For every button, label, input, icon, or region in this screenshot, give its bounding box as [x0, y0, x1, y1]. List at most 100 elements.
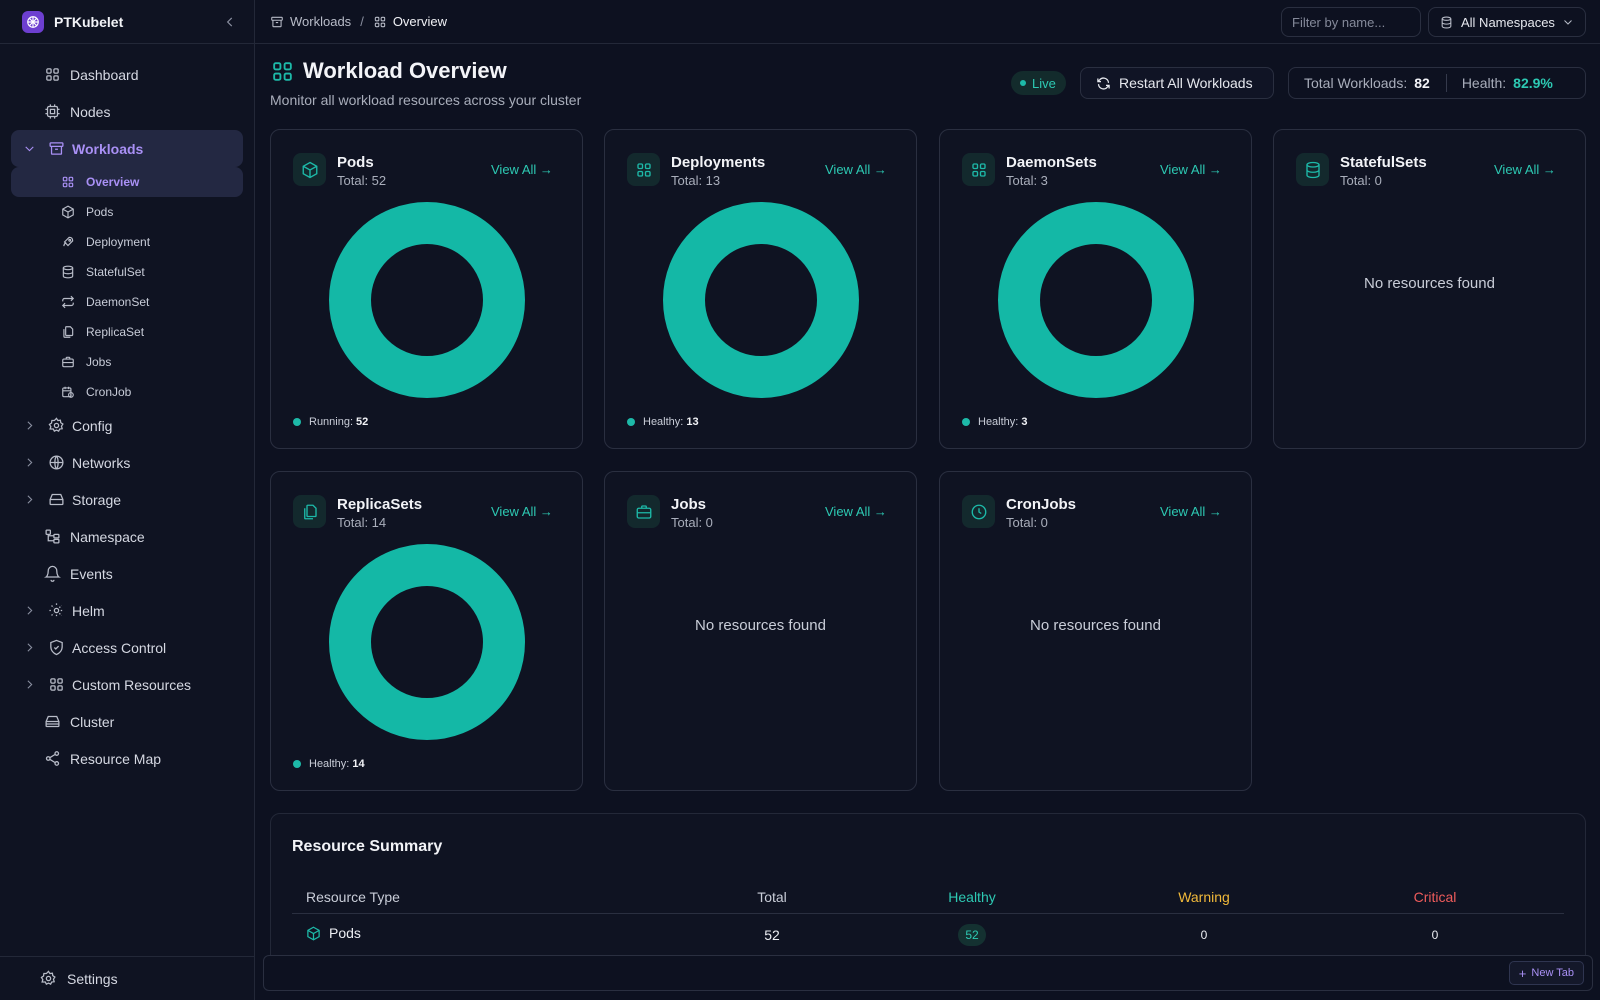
sidebar-subitem-deployment[interactable]: Deployment [11, 227, 243, 257]
column-header-resource-type: Resource Type [306, 889, 400, 905]
sidebar-item-helm[interactable]: Helm [11, 592, 243, 629]
donut-segment-healthy [329, 544, 525, 740]
row-total: 52 [764, 927, 780, 943]
deployments-icon [627, 153, 660, 186]
sidebar-item-label: Helm [72, 603, 105, 619]
overview-icon [62, 176, 74, 188]
sidebar: PTKubelet Dashboard Nodes Workloads Over… [0, 0, 255, 1000]
sidebar-item-access-control[interactable]: Access Control [11, 629, 243, 666]
sidebar-item-resource-map[interactable]: Resource Map [11, 740, 243, 777]
view-all-link[interactable]: View All → [491, 504, 553, 519]
legend-dot-icon [627, 418, 635, 426]
sidebar-item-namespace[interactable]: Namespace [11, 518, 243, 555]
row-type-label: Pods [329, 925, 361, 941]
card-title: Deployments [671, 154, 766, 171]
filter-input[interactable] [1281, 7, 1421, 37]
chevron-right-icon [27, 643, 33, 652]
chevron-right-icon [27, 458, 33, 467]
card-title: Jobs [671, 496, 707, 513]
card-total: Total: 0 [671, 515, 713, 530]
pods-icon [293, 153, 326, 186]
overview-icon [273, 61, 292, 81]
view-all-link[interactable]: View All → [825, 504, 887, 519]
sidebar-item-custom-resources[interactable]: Custom Resources [11, 666, 243, 703]
jobs-icon [62, 356, 74, 368]
legend-label: Healthy: [978, 416, 1019, 428]
top-bar: Workloads / Overview All Namespaces [255, 0, 1600, 44]
sidebar-subitem-cronjob[interactable]: CronJob [11, 377, 243, 407]
storage-icon [49, 493, 64, 506]
sidebar-subitem-replicaset[interactable]: ReplicaSet [11, 317, 243, 347]
sidebar-item-config[interactable]: Config [11, 407, 243, 444]
card-total: Total: 14 [337, 515, 387, 530]
new-tab-label: New Tab [1531, 967, 1574, 979]
sidebar-item-label: Storage [72, 492, 122, 508]
sidebar-subitem-statefulset[interactable]: StatefulSet [11, 257, 243, 287]
sidebar-item-dashboard[interactable]: Dashboard [11, 56, 243, 93]
sidebar-subitem-daemonset[interactable]: DaemonSet [11, 287, 243, 317]
sidebar-item-label: Custom Resources [72, 677, 192, 693]
view-all-link[interactable]: View All → [1494, 162, 1556, 177]
sidebar-item-label: Namespace [70, 529, 145, 545]
sidebar-item-label: Events [70, 566, 113, 582]
sidebar-subitem-pods[interactable]: Pods [11, 197, 243, 227]
sidebar-item-label: Nodes [70, 104, 111, 120]
statefulset-icon [62, 265, 74, 279]
new-tab-button[interactable]: + New Tab [1508, 961, 1584, 985]
sidebar-item-workloads[interactable]: Workloads [11, 130, 243, 167]
card-total: Total: 0 [1340, 173, 1382, 188]
overview-icon [374, 16, 386, 27]
legend-label: Healthy: [309, 758, 350, 770]
view-all-link[interactable]: View All → [1160, 162, 1222, 177]
stats-divider [1445, 74, 1447, 92]
sidebar-item-networks[interactable]: Networks [11, 444, 243, 481]
breadcrumb: Workloads / Overview [270, 14, 447, 29]
status-donut-chart [998, 202, 1194, 398]
sidebar-subitem-label: Pods [86, 205, 114, 219]
pods-card: Pods Total: 52 View All → Running: 52 [270, 129, 583, 449]
app-name: PTKubelet [54, 13, 124, 30]
jobs-icon [627, 495, 660, 528]
restart-all-button[interactable]: Restart All Workloads [1080, 67, 1274, 99]
total-workloads-label: Total Workloads: [1304, 75, 1408, 91]
sidebar-item-events[interactable]: Events [11, 555, 243, 592]
daemonsets-icon [962, 153, 995, 186]
legend-label: Running: [309, 416, 354, 428]
chart-legend: Healthy: 3 [962, 416, 1027, 428]
sidebar-item-nodes[interactable]: Nodes [11, 93, 243, 130]
chevron-down-icon [25, 146, 34, 152]
sidebar-item-label: Access Control [72, 640, 167, 656]
statefulsets-icon [1296, 153, 1329, 186]
breadcrumb-overview: Overview [392, 14, 447, 29]
collapse-sidebar-icon[interactable] [220, 12, 240, 32]
cronjob-icon [62, 386, 74, 398]
legend-dot-icon [962, 418, 970, 426]
chart-legend: Running: 52 [293, 416, 368, 428]
dashboard-icon [46, 68, 59, 81]
view-all-link[interactable]: View All → [1160, 504, 1222, 519]
sidebar-item-storage[interactable]: Storage [11, 481, 243, 518]
plus-icon: + [1518, 965, 1527, 981]
statefulsets-card: StatefulSets Total: 0 View All → No reso… [1273, 129, 1586, 449]
replicasets-card: ReplicaSets Total: 14 View All → Healthy… [270, 471, 583, 791]
pods-icon [62, 205, 74, 219]
workloads-icon [271, 16, 283, 27]
workload-stats: Total Workloads: 82 Health: 82.9% [1288, 67, 1586, 99]
daemonset-icon [61, 295, 75, 309]
sidebar-item-settings[interactable]: Settings [0, 956, 255, 1000]
table-row[interactable]: Pods 52 52 0 0 [292, 914, 1564, 956]
sidebar-nav: Dashboard Nodes Workloads Overview Pods … [0, 44, 254, 777]
card-total: Total: 52 [337, 173, 387, 188]
donut-segment-healthy [998, 202, 1194, 398]
view-all-link[interactable]: View All → [825, 162, 887, 177]
namespace-select[interactable]: All Namespaces [1428, 7, 1586, 37]
nodes-icon [45, 104, 60, 119]
sidebar-subitem-label: Jobs [86, 355, 112, 369]
breadcrumb-workloads[interactable]: Workloads [290, 14, 352, 29]
sidebar-subitem-overview[interactable]: Overview [11, 167, 243, 197]
sidebar-item-cluster[interactable]: Cluster [11, 703, 243, 740]
health-value: 82.9% [1513, 75, 1553, 91]
view-all-link[interactable]: View All → [491, 162, 553, 177]
daemonsets-card: DaemonSets Total: 3 View All → Healthy: … [939, 129, 1252, 449]
sidebar-subitem-jobs[interactable]: Jobs [11, 347, 243, 377]
